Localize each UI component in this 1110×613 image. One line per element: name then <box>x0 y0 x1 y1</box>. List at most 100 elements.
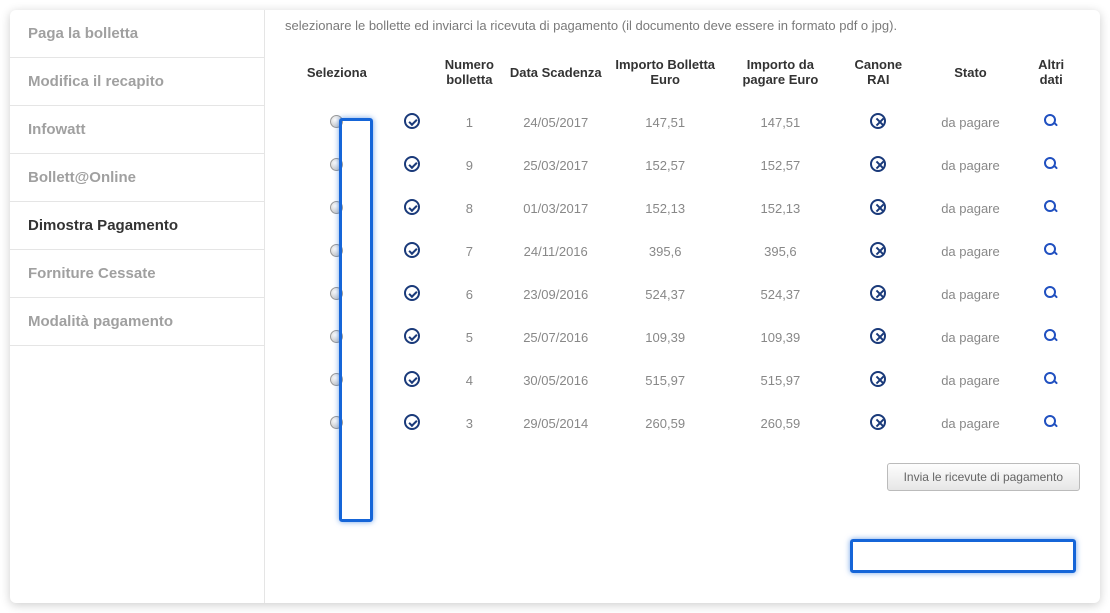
table-wrapper: Seleziona Numero bolletta Data Scadenza … <box>285 51 1080 445</box>
table-row: 525/07/2016109,39109,39da pagare <box>285 316 1080 359</box>
check-circle-icon <box>404 242 420 258</box>
cell-importo-pagare: 395,6 <box>723 230 838 273</box>
check-circle-icon <box>404 371 420 387</box>
cell-data: 30/05/2016 <box>504 359 608 402</box>
select-radio[interactable] <box>330 330 343 343</box>
cell-numero: 1 <box>435 101 504 144</box>
x-circle-icon <box>870 414 886 430</box>
cell-importo-bolletta: 524,37 <box>608 273 723 316</box>
cell-importo-pagare: 524,37 <box>723 273 838 316</box>
header-numero: Numero bolletta <box>435 51 504 101</box>
header-check <box>389 51 435 101</box>
magnifier-icon[interactable] <box>1044 372 1058 386</box>
cell-data: 23/09/2016 <box>504 273 608 316</box>
select-radio[interactable] <box>330 416 343 429</box>
select-radio[interactable] <box>330 201 343 214</box>
sidebar-item[interactable]: Modifica il recapito <box>10 58 264 106</box>
select-radio[interactable] <box>330 115 343 128</box>
cell-importo-bolletta: 515,97 <box>608 359 723 402</box>
cell-data: 29/05/2014 <box>504 402 608 445</box>
cell-importo-pagare: 147,51 <box>723 101 838 144</box>
check-circle-icon <box>404 285 420 301</box>
x-circle-icon <box>870 199 886 215</box>
app-container: Paga la bollettaModifica il recapitoInfo… <box>10 10 1100 603</box>
x-circle-icon <box>870 156 886 172</box>
table-row: 430/05/2016515,97515,97da pagare <box>285 359 1080 402</box>
table-row: 724/11/2016395,6395,6da pagare <box>285 230 1080 273</box>
cell-stato: da pagare <box>919 101 1023 144</box>
select-radio[interactable] <box>330 287 343 300</box>
magnifier-icon[interactable] <box>1044 157 1058 171</box>
table-row: 124/05/2017147,51147,51da pagare <box>285 101 1080 144</box>
header-seleziona: Seleziona <box>285 51 389 101</box>
check-circle-icon <box>404 328 420 344</box>
cell-importo-pagare: 152,13 <box>723 187 838 230</box>
cell-importo-bolletta: 152,13 <box>608 187 723 230</box>
main-content: selezionare le bollette ed inviarci la r… <box>265 10 1100 603</box>
x-circle-icon <box>870 371 886 387</box>
cell-numero: 3 <box>435 402 504 445</box>
bills-table: Seleziona Numero bolletta Data Scadenza … <box>285 51 1080 445</box>
check-circle-icon <box>404 113 420 129</box>
x-circle-icon <box>870 242 886 258</box>
sidebar-item[interactable]: Dimostra Pagamento <box>10 202 264 250</box>
magnifier-icon[interactable] <box>1044 200 1058 214</box>
cell-importo-pagare: 152,57 <box>723 144 838 187</box>
sidebar-item[interactable]: Modalità pagamento <box>10 298 264 346</box>
select-radio[interactable] <box>330 373 343 386</box>
x-circle-icon <box>870 113 886 129</box>
submit-button[interactable]: Invia le ricevute di pagamento <box>887 463 1080 491</box>
cell-numero: 9 <box>435 144 504 187</box>
header-stato: Stato <box>919 51 1023 101</box>
magnifier-icon[interactable] <box>1044 286 1058 300</box>
cell-stato: da pagare <box>919 273 1023 316</box>
sidebar: Paga la bollettaModifica il recapitoInfo… <box>10 10 265 603</box>
cell-stato: da pagare <box>919 230 1023 273</box>
cell-numero: 8 <box>435 187 504 230</box>
table-row: 925/03/2017152,57152,57da pagare <box>285 144 1080 187</box>
header-data: Data Scadenza <box>504 51 608 101</box>
cell-stato: da pagare <box>919 187 1023 230</box>
cell-stato: da pagare <box>919 144 1023 187</box>
sidebar-item[interactable]: Bollett@Online <box>10 154 264 202</box>
cell-importo-pagare: 109,39 <box>723 316 838 359</box>
sidebar-item[interactable]: Forniture Cessate <box>10 250 264 298</box>
magnifier-icon[interactable] <box>1044 329 1058 343</box>
cell-stato: da pagare <box>919 316 1023 359</box>
header-canone: Canone RAI <box>838 51 919 101</box>
submit-area: Invia le ricevute di pagamento <box>285 445 1080 491</box>
cell-importo-bolletta: 260,59 <box>608 402 723 445</box>
check-circle-icon <box>404 199 420 215</box>
instruction-text: selezionare le bollette ed inviarci la r… <box>285 10 1080 51</box>
cell-numero: 6 <box>435 273 504 316</box>
sidebar-item[interactable]: Infowatt <box>10 106 264 154</box>
check-circle-icon <box>404 156 420 172</box>
cell-data: 24/11/2016 <box>504 230 608 273</box>
cell-importo-pagare: 515,97 <box>723 359 838 402</box>
sidebar-item[interactable]: Paga la bolletta <box>10 10 264 58</box>
table-row: 801/03/2017152,13152,13da pagare <box>285 187 1080 230</box>
cell-importo-pagare: 260,59 <box>723 402 838 445</box>
table-row: 623/09/2016524,37524,37da pagare <box>285 273 1080 316</box>
cell-numero: 4 <box>435 359 504 402</box>
cell-stato: da pagare <box>919 359 1023 402</box>
table-row: 329/05/2014260,59260,59da pagare <box>285 402 1080 445</box>
select-radio[interactable] <box>330 244 343 257</box>
x-circle-icon <box>870 328 886 344</box>
cell-data: 25/03/2017 <box>504 144 608 187</box>
header-importo-bolletta: Importo Bolletta Euro <box>608 51 723 101</box>
select-radio[interactable] <box>330 158 343 171</box>
cell-importo-bolletta: 152,57 <box>608 144 723 187</box>
cell-importo-bolletta: 147,51 <box>608 101 723 144</box>
cell-data: 24/05/2017 <box>504 101 608 144</box>
cell-stato: da pagare <box>919 402 1023 445</box>
magnifier-icon[interactable] <box>1044 415 1058 429</box>
magnifier-icon[interactable] <box>1044 243 1058 257</box>
cell-numero: 5 <box>435 316 504 359</box>
cell-importo-bolletta: 109,39 <box>608 316 723 359</box>
magnifier-icon[interactable] <box>1044 114 1058 128</box>
cell-importo-bolletta: 395,6 <box>608 230 723 273</box>
header-importo-pagare: Importo da pagare Euro <box>723 51 838 101</box>
cell-data: 01/03/2017 <box>504 187 608 230</box>
x-circle-icon <box>870 285 886 301</box>
